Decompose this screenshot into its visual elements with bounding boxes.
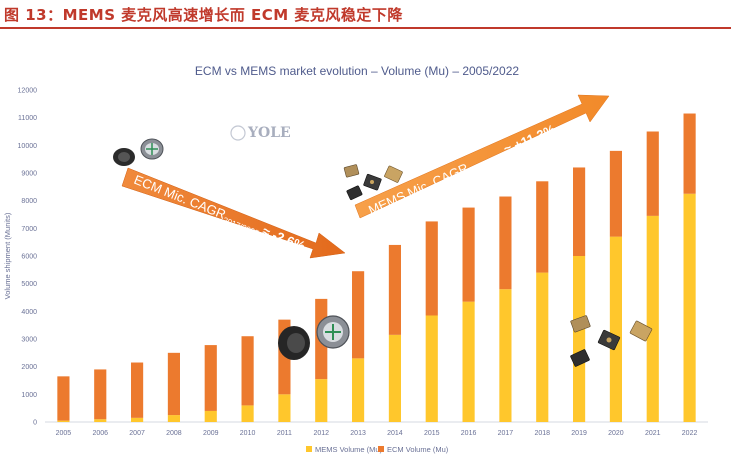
bar-mems-2020 — [609, 236, 622, 422]
x-tick-label: 2022 — [682, 430, 698, 437]
bar-ecm-2014 — [388, 244, 401, 335]
y-tick-label: 6000 — [21, 254, 37, 261]
bar-ecm-2013 — [352, 271, 365, 359]
x-tick-label: 2011 — [277, 430, 292, 437]
x-tick-label: 2018 — [534, 430, 550, 437]
legend: MEMS Volume (Mu) ECM Volume (Mu) — [306, 445, 449, 454]
yole-logo-text: YOLE — [247, 125, 291, 141]
mems-chips-image-bottom — [570, 315, 653, 367]
ecm-cagr-arrow: ECM Mic. CAGR2017/2022≈ -2.6% — [121, 167, 346, 259]
bar-mems-2021 — [646, 215, 659, 422]
ecm-cagr-label: ECM Mic. CAGR2017/2022≈ -2.6% — [131, 172, 308, 256]
bar-group — [57, 113, 696, 422]
legend-label-mems: MEMS Volume (Mu) — [315, 445, 383, 454]
legend-swatch-ecm — [378, 446, 384, 452]
legend-label-ecm: ECM Volume (Mu) — [387, 445, 449, 454]
bar-ecm-2020 — [609, 150, 622, 237]
bar-ecm-2006 — [94, 369, 107, 420]
figure-label: 图 13：MEMS 麦克风高速增长而 ECM 麦克风稳定下降 — [4, 6, 403, 24]
ecm-cagr-main: ECM Mic. CAGR — [132, 172, 228, 222]
bar-mems-2014 — [388, 334, 401, 422]
bar-ecm-2007 — [131, 362, 144, 418]
x-tick-label: 2009 — [203, 430, 219, 437]
bar-mems-2018 — [536, 272, 549, 422]
bar-ecm-2022 — [683, 113, 696, 194]
y-tick-label: 9000 — [21, 171, 37, 178]
bar-ecm-2005 — [57, 376, 70, 421]
x-tick-label: 2020 — [608, 430, 624, 437]
y-tick-label: 10000 — [18, 143, 38, 150]
bar-mems-2007 — [131, 417, 144, 422]
ecm-microphone-image-large — [278, 315, 350, 360]
bar-mems-2019 — [573, 256, 586, 422]
y-tick-label: 8000 — [21, 198, 37, 205]
bar-ecm-2017 — [499, 196, 512, 290]
bar-ecm-2019 — [573, 167, 586, 256]
bar-ecm-2018 — [536, 181, 549, 273]
bar-mems-2005 — [57, 420, 70, 422]
bar-mems-2010 — [241, 405, 254, 422]
y-tick-label: 5000 — [21, 281, 37, 288]
bar-mems-2022 — [683, 193, 696, 422]
bar-mems-2016 — [462, 301, 475, 422]
y-tick-label: 1000 — [21, 392, 37, 399]
y-tick-label: 2000 — [21, 364, 37, 371]
bar-ecm-2021 — [646, 131, 659, 216]
mems-cagr-main: MEMS Mic. CAGR — [366, 160, 470, 217]
x-tick-label: 2016 — [461, 430, 477, 437]
yole-logo: YOLE — [230, 125, 291, 141]
x-tick-labels: 2005 2006 2007 2008 2009 2010 2011 2012 2013 2014… — [56, 430, 698, 437]
bar-mems-2015 — [425, 315, 438, 422]
chart-title: ECM vs MEMS market evolution – Volume (M… — [195, 64, 519, 78]
y-tick-labels: 0 1000 2000 3000 4000 5000 6000 7000 8000 9000 100… — [18, 88, 38, 427]
bar-ecm-2010 — [241, 336, 254, 406]
bar-mems-2011 — [278, 394, 291, 422]
y-axis-label: Volume shipment (Munits) — [3, 212, 12, 299]
x-tick-label: 2012 — [313, 430, 329, 437]
y-tick-label: 3000 — [21, 337, 37, 344]
x-tick-label: 2021 — [645, 430, 661, 437]
bar-ecm-2016 — [462, 207, 475, 302]
figure-label-rule — [0, 27, 731, 29]
x-tick-label: 2006 — [92, 430, 108, 437]
x-tick-label: 2008 — [166, 430, 182, 437]
x-tick-label: 2010 — [240, 430, 256, 437]
y-tick-label: 12000 — [18, 88, 38, 95]
x-tick-label: 2013 — [350, 430, 366, 437]
bar-mems-2009 — [204, 410, 217, 422]
bar-mems-2006 — [94, 419, 107, 422]
x-tick-label: 2005 — [56, 430, 72, 437]
mems-chips-image-top — [343, 164, 403, 201]
x-tick-label: 2014 — [387, 430, 403, 437]
y-tick-label: 0 — [33, 420, 37, 427]
mems-cagr-arrow: MEMS Mic. CAGR2017/2022≈ +11.3% — [354, 94, 610, 219]
bar-ecm-2008 — [167, 352, 180, 416]
bar-mems-2012 — [315, 379, 328, 422]
x-tick-label: 2007 — [129, 430, 145, 437]
bar-ecm-2015 — [425, 221, 438, 316]
ecm-microphone-image-small — [113, 138, 164, 166]
x-tick-label: 2017 — [498, 430, 514, 437]
y-tick-label: 11000 — [18, 115, 37, 122]
x-tick-label: 2015 — [424, 430, 440, 437]
bar-mems-2013 — [352, 358, 365, 422]
legend-swatch-mems — [306, 446, 312, 452]
y-tick-label: 4000 — [21, 309, 37, 316]
x-tick-label: 2019 — [571, 430, 587, 437]
ecm-cagr-value: ≈ -2.6% — [260, 223, 307, 254]
bar-ecm-2009 — [204, 345, 217, 411]
bar-mems-2017 — [499, 289, 512, 422]
y-tick-label: 7000 — [21, 226, 37, 233]
bar-mems-2008 — [167, 415, 180, 422]
mems-cagr-value: ≈ +11.3% — [502, 121, 558, 157]
